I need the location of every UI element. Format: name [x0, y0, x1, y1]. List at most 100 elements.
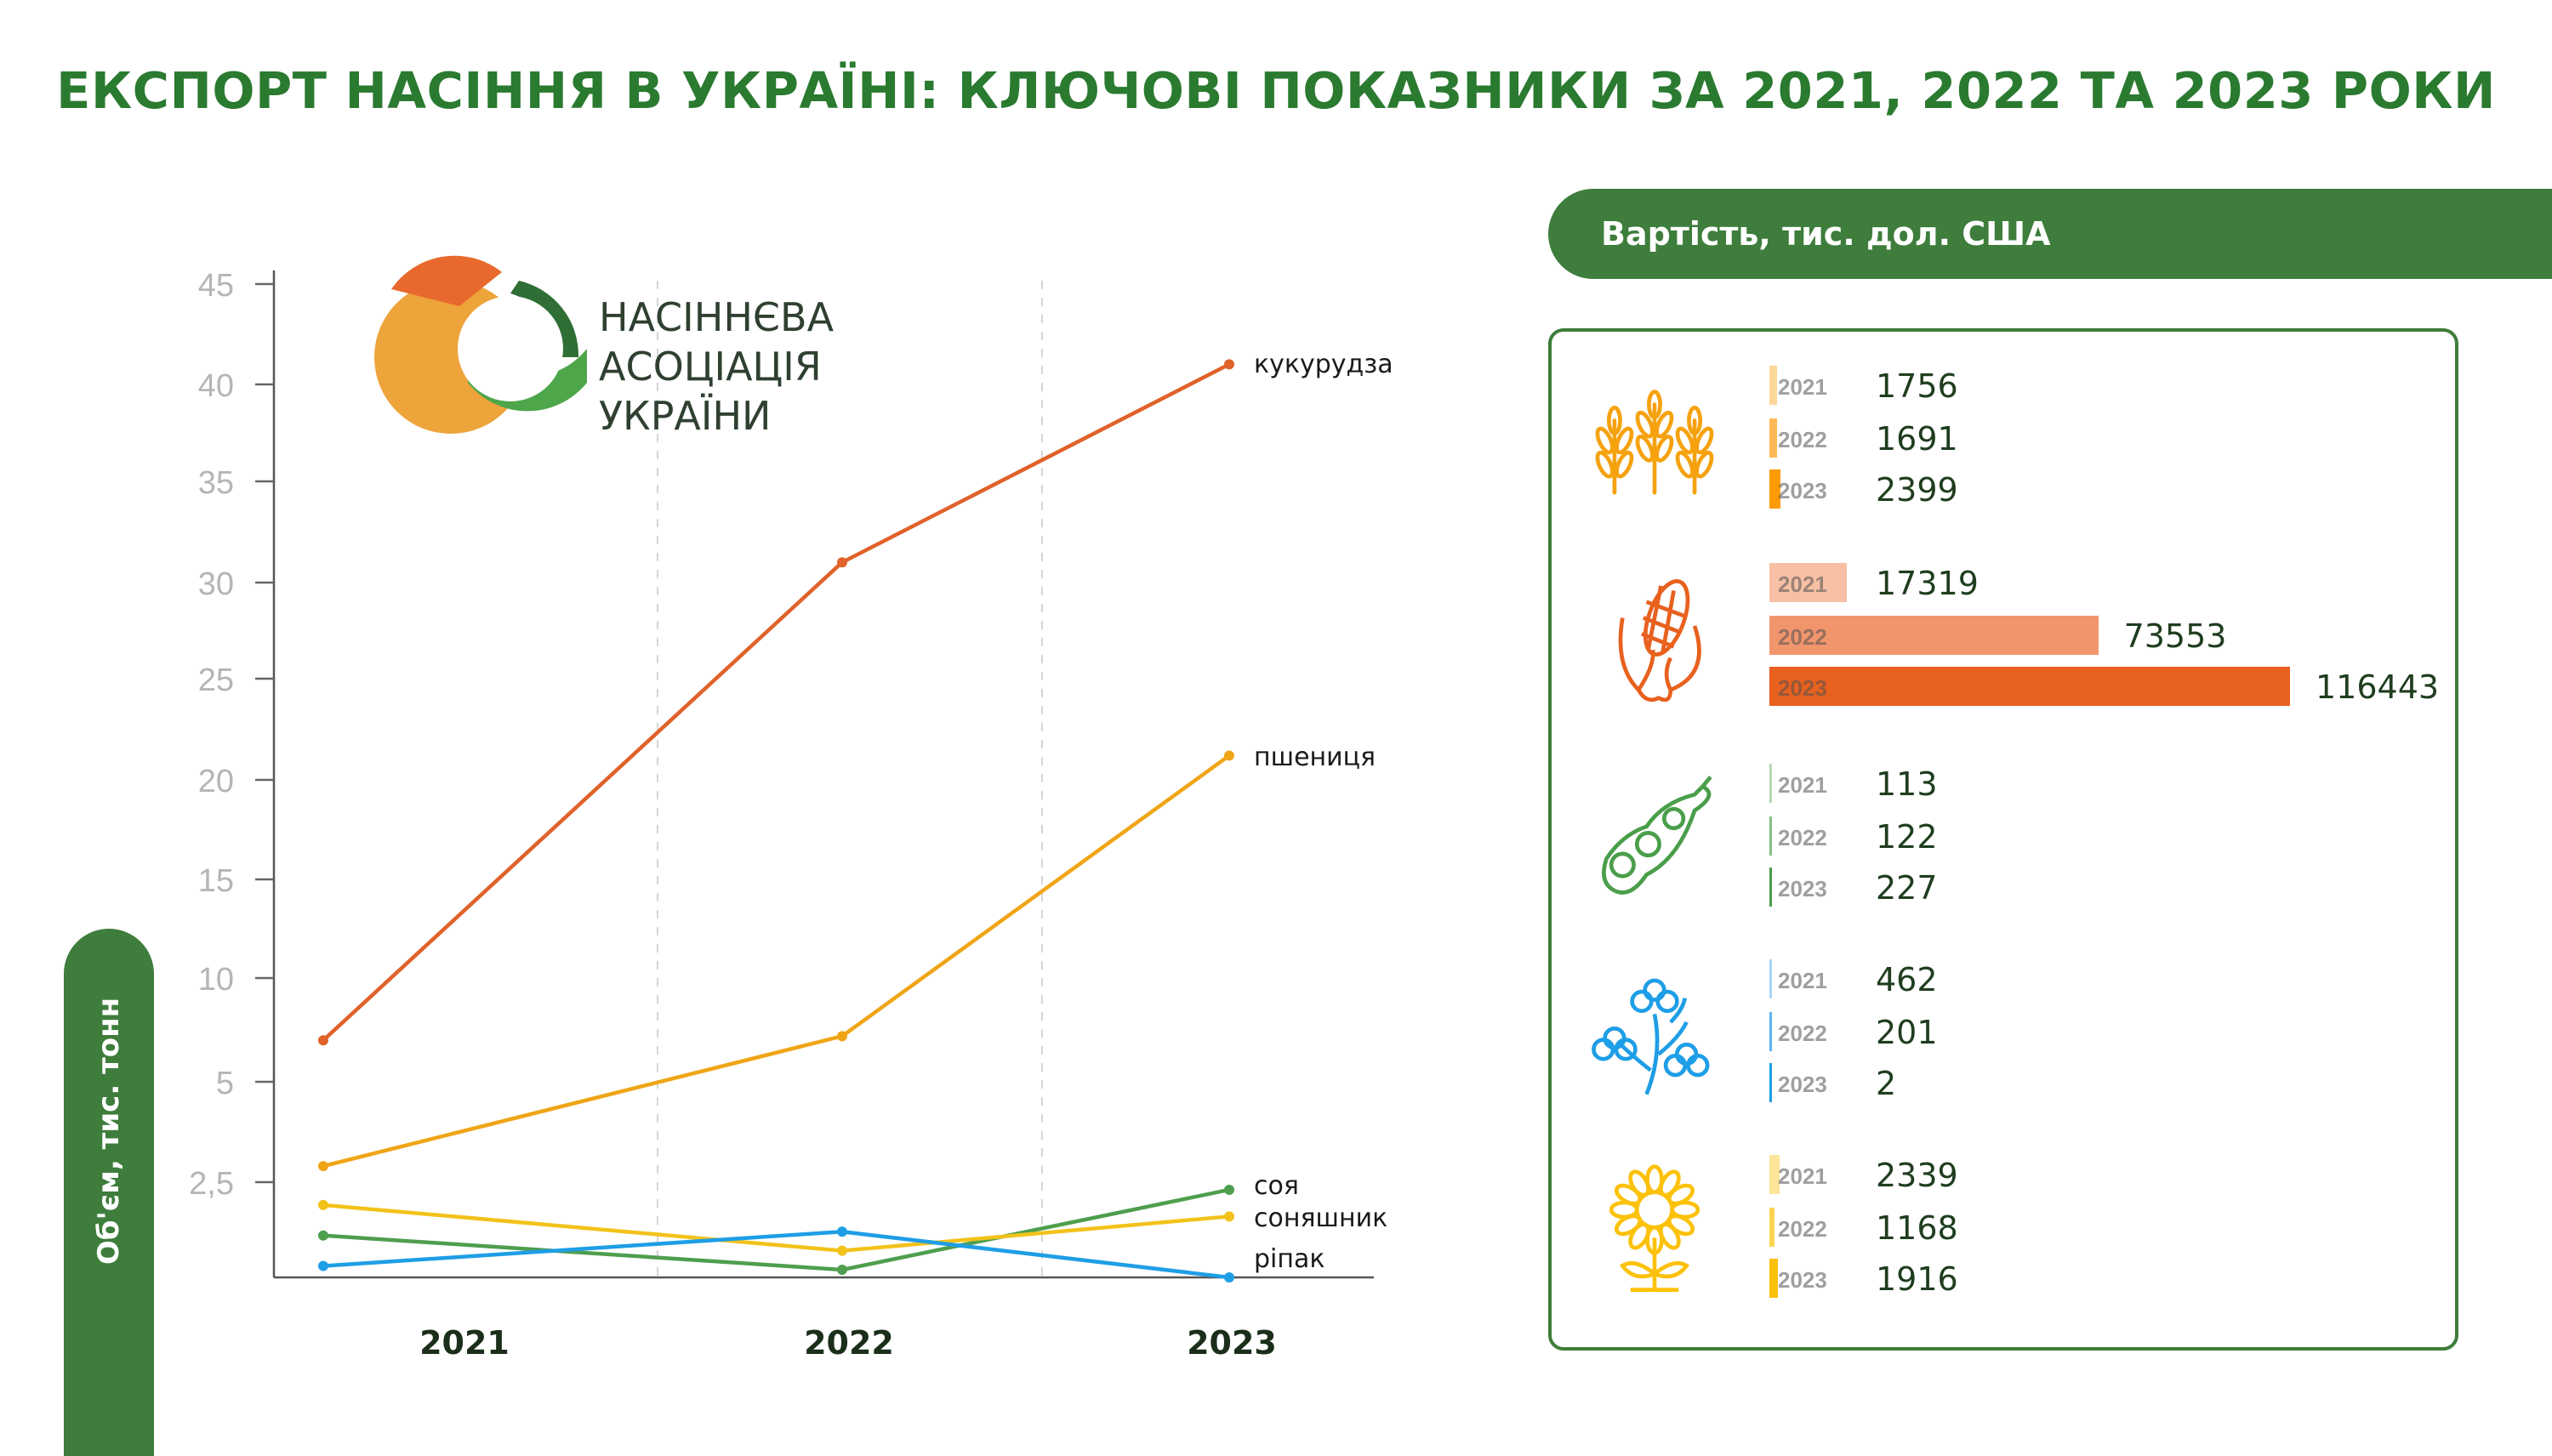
series-label: соя [1254, 1171, 1299, 1201]
y-tick-label: 20 [198, 764, 234, 799]
bar-value-label: 116443 [2316, 668, 2440, 706]
bar-value-label: 1691 [1876, 420, 1958, 458]
value-group-rapeseed: 2021 462 2022 201 2023 2 [1548, 959, 2552, 1129]
value-bar [1769, 959, 1772, 998]
seed-association-logo [374, 255, 587, 434]
bar-year-label: 2023 [1778, 478, 1827, 503]
data-point [837, 1245, 847, 1256]
bar-value-label: 462 [1876, 961, 1938, 998]
bar-value-label: 1168 [1876, 1209, 1958, 1247]
data-point [837, 1265, 847, 1276]
series-line [322, 362, 1231, 1042]
bar-value-label: 2339 [1876, 1157, 1958, 1194]
data-point [318, 1199, 328, 1210]
data-point [837, 1226, 847, 1237]
series-line [322, 754, 1231, 1169]
value-group-soybean: 2021 113 2022 122 2023 227 [1548, 764, 2552, 934]
bar-year-label: 2021 [1778, 772, 1827, 798]
bar-value-label: 113 [1876, 765, 1938, 803]
bar-value-label: 122 [1876, 818, 1938, 856]
bar-year-label: 2023 [1778, 1267, 1827, 1293]
data-point [318, 1230, 328, 1241]
soybean-icon [1602, 776, 1712, 895]
y-tick-label: 15 [198, 863, 234, 899]
bar-value-label: 227 [1876, 869, 1938, 907]
x-tick-label: 2021 [419, 1324, 510, 1362]
bar-year-label: 2021 [1778, 572, 1827, 597]
data-point [837, 1031, 847, 1042]
bar-year-label: 2022 [1778, 1021, 1827, 1046]
bar-year-label: 2021 [1778, 374, 1827, 400]
volume-line-chart: 45 40 35 30 25 20 15 10 5 2,5 2021 2022 2023 кукурудз… [189, 268, 1393, 1362]
bar-year-label: 2022 [1778, 624, 1827, 650]
logo-line-3: УКРАЇНИ [599, 393, 772, 439]
bar-year-label: 2021 [1778, 1163, 1827, 1189]
y-axis-label-pill [64, 929, 154, 1456]
page-title: ЕКСПОРТ НАСІННЯ В УКРАЇНІ: КЛЮЧОВІ ПОКАЗ… [56, 61, 2496, 120]
data-point [1224, 1184, 1234, 1195]
rapeseed-icon [1592, 978, 1710, 1095]
value-bar [1769, 366, 1778, 405]
bar-value-label: 2 [1876, 1065, 1897, 1102]
logo-line-2: АСОЦІАЦІЯ [599, 344, 822, 390]
value-bar [1769, 816, 1772, 856]
value-bar [1769, 563, 1848, 602]
data-point [1224, 1211, 1234, 1222]
bar-year-label: 2023 [1778, 1072, 1827, 1097]
bar-value-label: 1756 [1876, 367, 1958, 405]
value-bar [1769, 616, 2099, 655]
y-tick-label: 35 [198, 465, 234, 501]
sunflower-icon [1609, 1164, 1700, 1292]
y-tick-label: 40 [198, 368, 234, 404]
series-line [322, 1229, 1230, 1280]
x-tick-label: 2023 [1187, 1324, 1277, 1362]
value-group-wheat: 2021 1756 2022 1691 2023 2399 [1548, 366, 2552, 536]
value-bar [1769, 1063, 1772, 1102]
bar-year-label: 2022 [1778, 427, 1827, 452]
data-point [318, 1161, 328, 1172]
value-bar [1769, 1155, 1780, 1194]
value-bar [1769, 1012, 1772, 1051]
y-tick-label: 2,5 [189, 1166, 234, 1202]
bar-year-label: 2023 [1778, 876, 1827, 901]
value-bar [1769, 418, 1777, 458]
series-label: ріпак [1254, 1244, 1325, 1274]
y-tick-label: 10 [198, 962, 234, 998]
value-bar [1769, 867, 1772, 907]
value-panel-header-text: Вартість, тис. дол. США [1601, 215, 2051, 253]
bar-year-label: 2022 [1778, 1216, 1827, 1242]
corn-icon [1618, 579, 1701, 702]
data-point [1224, 359, 1234, 370]
value-bar [1769, 1259, 1779, 1298]
series-label: кукурудза [1254, 350, 1393, 379]
bar-year-label: 2023 [1778, 675, 1827, 701]
series-label: соняшник [1254, 1203, 1387, 1233]
data-point [837, 557, 847, 568]
series-label: пшениця [1254, 742, 1376, 772]
value-bar [1769, 1208, 1775, 1247]
y-tick-label: 25 [198, 663, 234, 698]
logo-text: НАСІННЄВА АСОЦІАЦІЯ УКРАЇНИ [599, 293, 834, 441]
y-tick-label: 30 [198, 566, 234, 602]
value-bar [1769, 764, 1772, 803]
value-panel-header: Вартість, тис. дол. США [1548, 189, 2552, 279]
y-tick-label: 45 [198, 268, 234, 304]
logo-line-1: НАСІННЄВА [599, 294, 835, 340]
value-group-corn: 2021 17319 2022 73553 2023 116443 [1548, 563, 2552, 733]
wheat-icon [1595, 390, 1714, 495]
bar-year-label: 2021 [1778, 968, 1827, 993]
bar-value-label: 1916 [1876, 1260, 1958, 1298]
y-axis-label: Об'єм, тис. тонн [92, 997, 126, 1265]
x-tick-label: 2022 [804, 1324, 894, 1362]
data-point [318, 1260, 328, 1271]
value-group-sunflower: 2021 2339 2022 1168 2023 1916 [1548, 1155, 2552, 1325]
data-point [318, 1035, 328, 1046]
bar-value-label: 201 [1876, 1014, 1938, 1051]
value-panel-frame [1548, 328, 2458, 1351]
data-point [1224, 750, 1234, 761]
bar-value-label: 17319 [1876, 565, 1979, 602]
y-tick-label: 5 [216, 1066, 234, 1101]
bar-year-label: 2022 [1778, 825, 1827, 850]
data-point [1224, 1272, 1234, 1283]
value-bar [1769, 469, 1780, 509]
